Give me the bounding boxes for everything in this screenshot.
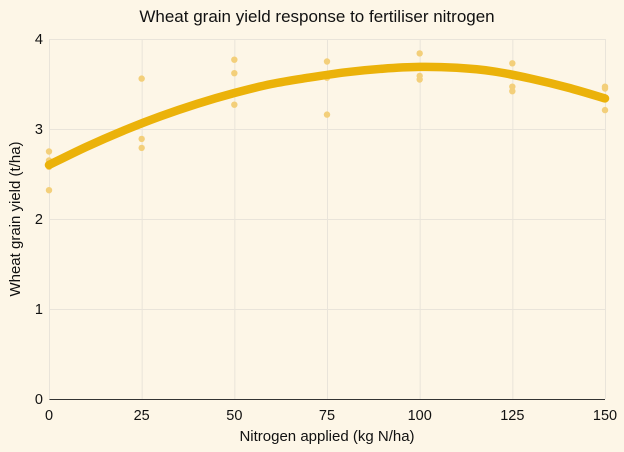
- x-tick-label: 75: [319, 408, 335, 424]
- y-tick-label: 3: [35, 122, 43, 138]
- data-point: [45, 187, 53, 194]
- y-tick-label: 0: [35, 392, 43, 408]
- data-point: [323, 111, 331, 118]
- tick-labels: 0 25 50 75 100 125 150 0 1 2 3 4: [35, 32, 617, 424]
- data-point: [231, 101, 238, 108]
- data-point: [138, 144, 145, 152]
- x-tick-label: 150: [593, 408, 617, 424]
- data-point: [509, 83, 516, 90]
- chart-title: Wheat grain yield response to fertiliser…: [139, 7, 494, 26]
- fitted-curve-group: [44, 62, 610, 170]
- x-axis-label: Nitrogen applied (kg N/ha): [239, 428, 414, 445]
- fitted-curve: [44, 62, 610, 170]
- data-point: [45, 148, 53, 155]
- x-tick-label: 50: [226, 408, 242, 424]
- data-point: [138, 135, 145, 143]
- x-tick-label: 25: [134, 408, 150, 424]
- x-tick-label: 100: [408, 408, 432, 424]
- data-point: [601, 85, 609, 92]
- gridlines: [49, 39, 606, 400]
- data-point: [601, 106, 609, 114]
- x-tick-label: 125: [500, 408, 524, 424]
- data-point: [231, 56, 238, 63]
- data-point: [416, 76, 423, 83]
- x-tick-label: 0: [45, 408, 53, 424]
- data-point: [416, 50, 423, 57]
- y-axis-label: Wheat grain yield (t/ha): [7, 141, 24, 296]
- data-point: [138, 75, 145, 82]
- y-tick-label: 1: [35, 302, 43, 318]
- data-point: [509, 88, 516, 95]
- data-point: [231, 70, 238, 77]
- y-tick-label: 2: [35, 212, 43, 228]
- data-point: [323, 58, 331, 65]
- data-point: [509, 60, 516, 67]
- y-tick-label: 4: [35, 32, 43, 48]
